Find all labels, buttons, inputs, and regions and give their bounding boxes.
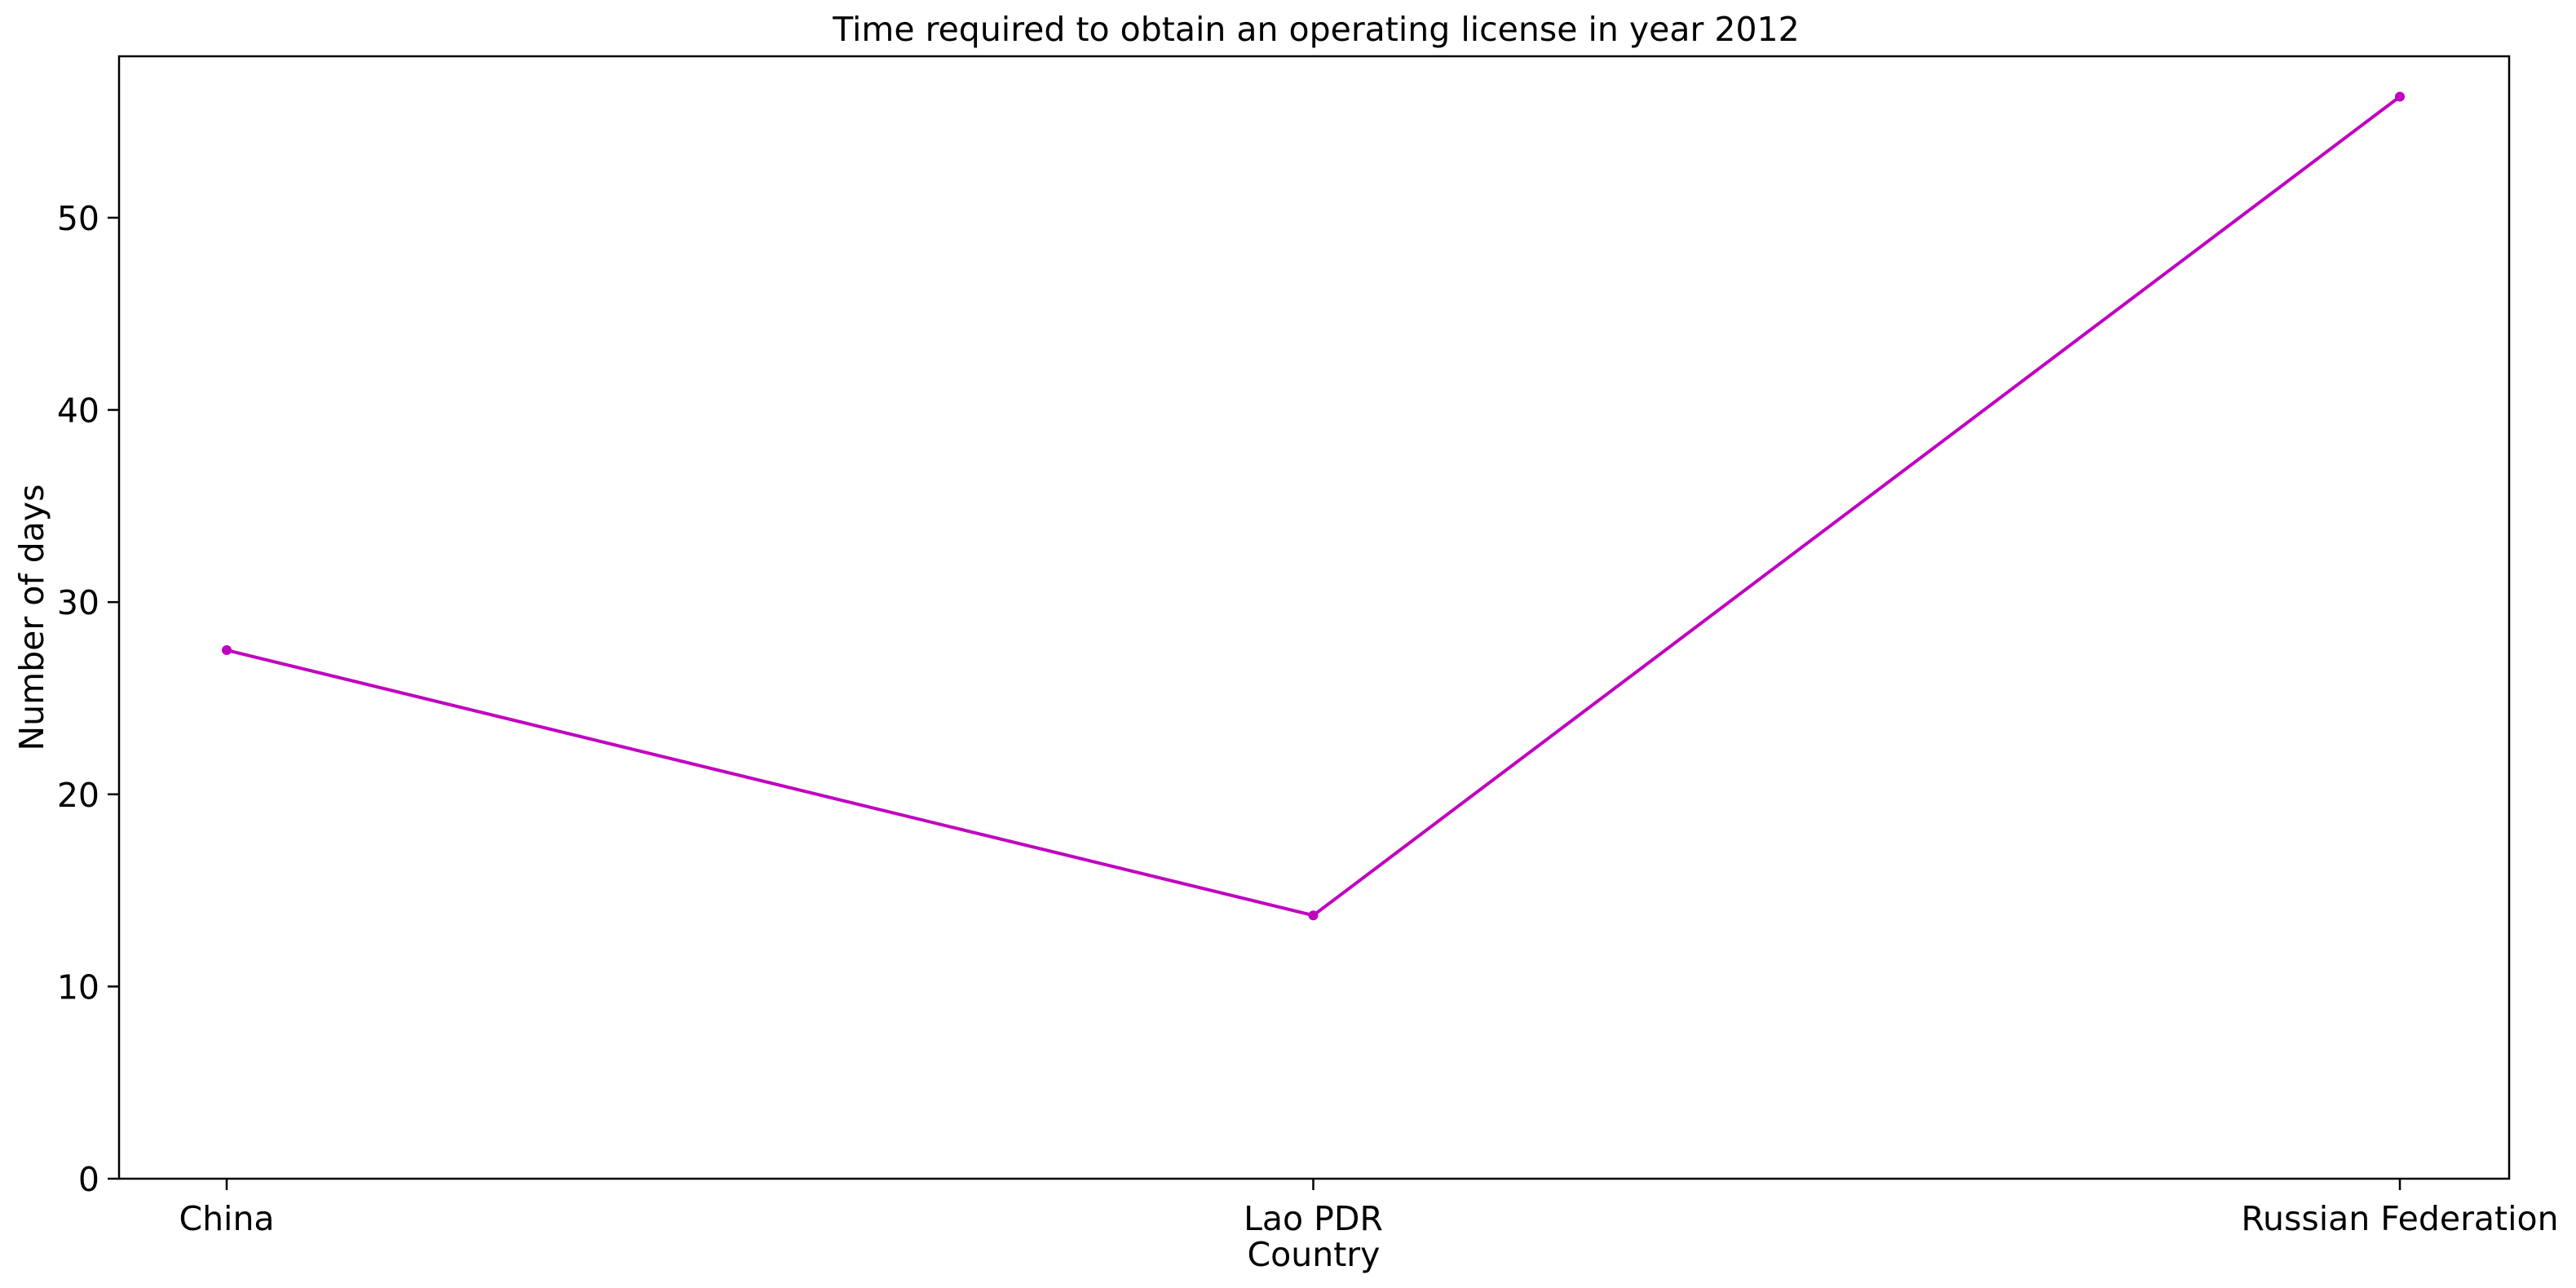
y-tick-label: 40 [57,392,99,431]
data-point [1308,910,1319,921]
x-axis: China Lao PDR Russian Federation [179,1179,2559,1238]
y-tick-label: 0 [78,1160,99,1199]
y-axis-label: Number of days [12,484,51,750]
x-tick-label: China [179,1199,274,1238]
x-tick-label: Russian Federation [2241,1199,2558,1238]
series-layer [222,91,2405,921]
x-tick-label: Lao PDR [1244,1199,1383,1238]
data-point [2395,91,2405,102]
chart-title: Time required to obtain an operating lic… [832,10,1799,49]
y-tick-label: 10 [57,967,99,1007]
x-axis-label: Country [1248,1235,1381,1274]
data-point [222,645,232,656]
y-tick-label: 20 [57,776,99,815]
y-tick-label: 50 [57,199,99,238]
y-axis: 0 10 20 30 40 50 [57,199,119,1199]
y-tick-label: 30 [57,583,99,622]
